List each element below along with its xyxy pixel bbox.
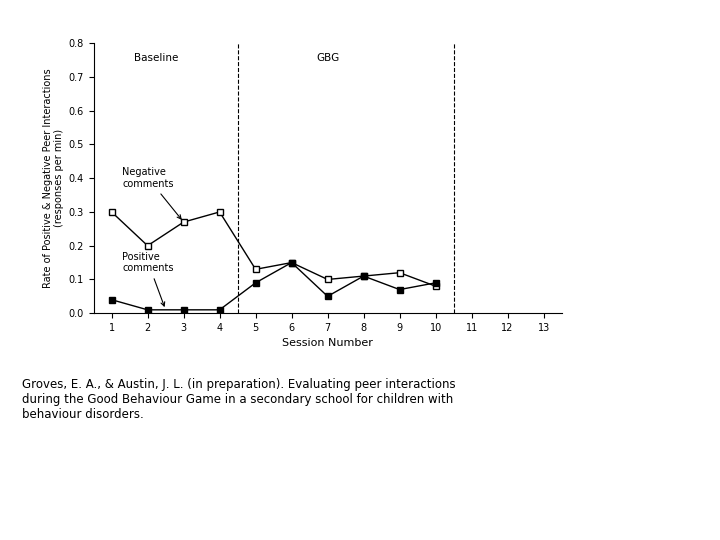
Text: Positive
comments: Positive comments	[122, 252, 174, 306]
X-axis label: Session Number: Session Number	[282, 339, 373, 348]
Text: De Cymru: De Cymru	[627, 490, 669, 498]
Y-axis label: Rate of Positive & Negative Peer Interactions
(responses per min): Rate of Positive & Negative Peer Interac…	[42, 69, 64, 288]
Text: Groves, E. A., & Austin, J. L. (in preparation). Evaluating peer interactions
du: Groves, E. A., & Austin, J. L. (in prepa…	[22, 378, 455, 421]
Text: Prifysgol: Prifysgol	[630, 472, 666, 481]
Text: University of: University of	[618, 436, 678, 445]
Text: Negative
comments: Negative comments	[122, 167, 181, 219]
Text: GBG: GBG	[316, 53, 339, 63]
Text: Baseline: Baseline	[135, 53, 179, 63]
Text: South Wales: South Wales	[618, 453, 678, 462]
